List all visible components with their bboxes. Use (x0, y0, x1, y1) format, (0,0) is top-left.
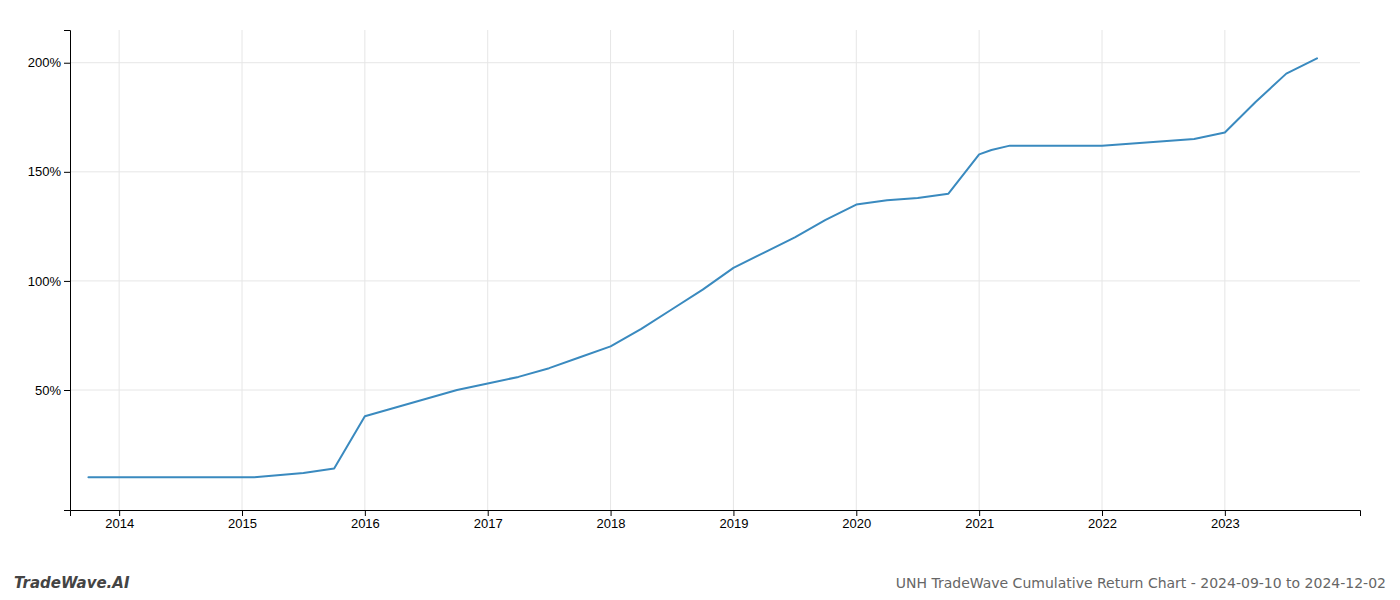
line (88, 58, 1317, 477)
tick-label: 2022 (1088, 516, 1117, 531)
tick-mark (856, 510, 857, 516)
chart: 2014 2015 2016 2017 2018 2019 2020 2021 2022 2023… (0, 0, 1400, 600)
y-tick: 50% (35, 383, 70, 398)
x-tick: 2023 (1211, 510, 1240, 531)
tick-label: 150% (28, 164, 62, 179)
x-tick: 2014 (105, 510, 134, 531)
tick-mark (365, 510, 366, 516)
tick-mark (1102, 510, 1103, 516)
grid-line (364, 30, 365, 510)
tick-label: 200% (28, 55, 62, 70)
x-tick: 2018 (597, 510, 626, 531)
x-tick: 2016 (351, 510, 380, 531)
tick-label: 100% (28, 274, 62, 289)
x-tick: 2015 (228, 510, 257, 531)
x-tick: 2022 (1088, 510, 1117, 531)
grid-line (1224, 30, 1225, 510)
tick-label: 2021 (965, 516, 994, 531)
tick-mark (64, 63, 70, 64)
tick-mark (64, 172, 70, 173)
axis-line (64, 31, 71, 511)
x-tick: 2020 (842, 510, 871, 531)
grid-line (487, 30, 488, 510)
y-axis: 50% 100% 150% 200% (28, 31, 71, 511)
x-tick: 2021 (965, 510, 994, 531)
grid-line (70, 390, 1360, 391)
y-tick: 100% (28, 274, 70, 289)
tick-label: 2017 (474, 516, 503, 531)
tick-label: 50% (35, 383, 61, 398)
tick-mark (488, 510, 489, 516)
tick-label: 2015 (228, 516, 257, 531)
tick-label: 2023 (1211, 516, 1240, 531)
tick-label: 2014 (105, 516, 134, 531)
grid-line (1102, 30, 1103, 510)
grid (70, 30, 1360, 510)
grid-line (119, 30, 120, 510)
tick-mark (1225, 510, 1226, 516)
grid-line (979, 30, 980, 510)
marks (88, 58, 1317, 477)
x-axis: 2014 2015 2016 2017 2018 2019 2020 2021 2022 2023 (71, 510, 1361, 531)
grid-line (70, 62, 1360, 63)
tick-mark (64, 390, 70, 391)
y-tick: 150% (28, 164, 70, 179)
grid-line (70, 171, 1360, 172)
grid-line (610, 30, 611, 510)
tick-mark (64, 281, 70, 282)
tick-mark (733, 510, 734, 516)
grid-line (242, 30, 243, 510)
tick-mark (979, 510, 980, 516)
y-tick: 200% (28, 55, 70, 70)
axis-line (71, 511, 1361, 517)
tick-mark (119, 510, 120, 516)
plot-area: 2014 2015 2016 2017 2018 2019 2020 2021 2022 2023… (28, 30, 1361, 531)
tick-label: 2020 (842, 516, 871, 531)
tick-mark (242, 510, 243, 516)
tick-mark (611, 510, 612, 516)
x-tick: 2019 (719, 510, 748, 531)
watermark: TradeWave.AI (14, 574, 130, 592)
grid-line (733, 30, 734, 510)
title: UNH TradeWave Cumulative Return Chart - … (896, 575, 1386, 591)
tick-label: 2018 (597, 516, 626, 531)
tick-label: 2019 (719, 516, 748, 531)
tick-label: 2016 (351, 516, 380, 531)
grid-line (856, 30, 857, 510)
x-tick: 2017 (474, 510, 503, 531)
